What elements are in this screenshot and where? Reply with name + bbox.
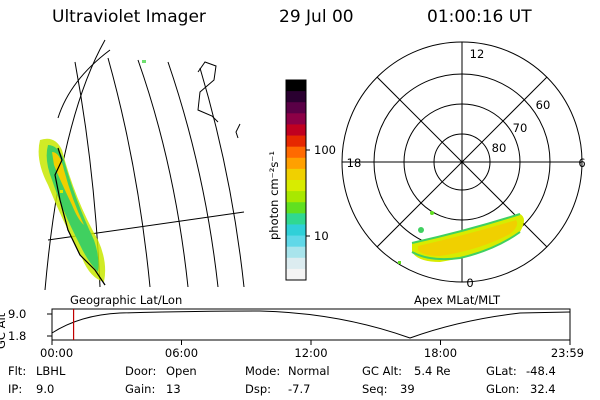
- colorbar-swatch: [286, 157, 306, 170]
- gc-alt-label: GC Alt:: [362, 364, 403, 378]
- seq-label: Seq:: [362, 382, 388, 396]
- map-meridian: [199, 67, 245, 288]
- geographic-map: [44, 39, 245, 291]
- colorbar-swatch: [286, 257, 306, 270]
- map-lat-line: [57, 49, 111, 119]
- gc-alt-value: 5.4 Re: [414, 364, 451, 378]
- mlat-label-70: 70: [513, 121, 528, 135]
- colorbar-swatch: [286, 224, 306, 237]
- colorbar-tick-100: 100: [314, 143, 336, 157]
- colorbar-swatch: [286, 146, 306, 159]
- colorbar-swatch: [286, 124, 306, 137]
- polar-panel-label: Apex MLat/MLT: [414, 293, 501, 307]
- mode-value: Normal: [288, 364, 330, 378]
- colorbar: 100 10 photon cm⁻²s⁻¹: [267, 79, 336, 281]
- map-meridian: [137, 59, 189, 288]
- gain-label: Gain:: [125, 382, 156, 396]
- mlt-label-18: 18: [347, 156, 362, 170]
- seq-value: 39: [400, 382, 415, 396]
- mode-label: Mode:: [245, 364, 281, 378]
- colorbar-swatch: [286, 113, 306, 125]
- colorbar-swatch: [286, 268, 306, 281]
- geo-panel-label: Geographic Lat/Lon: [70, 293, 182, 307]
- colorbar-swatch: [286, 80, 306, 92]
- door-label: Door:: [125, 364, 157, 378]
- coastline: [197, 61, 219, 123]
- time-label: 01:00:16 UT: [427, 7, 532, 27]
- colorbar-unit-label: photon cm⁻²s⁻¹: [267, 151, 281, 240]
- map-lat-line: [44, 39, 106, 291]
- colorbar-swatch: [286, 202, 306, 214]
- mlt-label-0: 0: [466, 276, 473, 290]
- glat-value: -48.4: [526, 364, 556, 378]
- dsp-label: Dsp:: [245, 382, 272, 396]
- glat-label: GLat:: [486, 364, 517, 378]
- map-meridian: [107, 57, 151, 288]
- colorbar-swatch: [286, 235, 306, 248]
- glon-label: GLon:: [486, 382, 520, 396]
- mlat-label-60: 60: [536, 98, 551, 112]
- timeline-xtick-label: 23:59: [551, 346, 584, 360]
- gain-value: 13: [166, 382, 181, 396]
- mlat-label-80: 80: [492, 141, 507, 155]
- polar-aurora: [398, 211, 524, 264]
- mlt-label-6: 6: [578, 156, 585, 170]
- colorbar-swatch: [286, 91, 306, 103]
- colorbar-swatch: [286, 191, 306, 203]
- mlt-label-12: 12: [470, 47, 485, 61]
- map-meridian: [167, 61, 219, 288]
- colorbar-swatch: [286, 135, 306, 148]
- altitude-timeline: 9.0 1.8 GC Alt 00:00 06:00 12:00 18:00 23:59: [0, 307, 584, 360]
- colorbar-swatch: [286, 180, 306, 192]
- instrument-title: Ultraviolet Imager: [52, 7, 206, 27]
- timeline-xtick-label: 00:00: [40, 346, 73, 360]
- timeline-xtick-label: 18:00: [424, 346, 457, 360]
- filter-label: Flt:: [8, 364, 27, 378]
- altitude-curve: [51, 310, 571, 339]
- timeline-xtick-label: 12:00: [294, 346, 327, 360]
- dsp-value: -7.7: [288, 382, 311, 396]
- date-label: 29 Jul 00: [279, 7, 354, 27]
- colorbar-swatch: [286, 213, 306, 225]
- timeline-xtick-label: 06:00: [165, 346, 198, 360]
- geo-aurora: [38, 60, 146, 286]
- colorbar-swatch: [286, 246, 306, 259]
- timeline-ytick-low: 1.8: [8, 329, 26, 343]
- timeline-axis-label: GC Alt: [0, 312, 8, 349]
- ip-value: 9.0: [36, 382, 55, 396]
- glon-value: 32.4: [530, 382, 556, 396]
- filter-value: LBHL: [36, 364, 66, 378]
- timeline-ytick-high: 9.0: [8, 307, 26, 321]
- coastline: [235, 123, 241, 139]
- colorbar-swatch: [286, 168, 306, 181]
- ip-label: IP:: [8, 382, 23, 396]
- colorbar-tick-10: 10: [314, 229, 329, 243]
- colorbar-swatch: [286, 102, 306, 114]
- door-value: Open: [166, 364, 197, 378]
